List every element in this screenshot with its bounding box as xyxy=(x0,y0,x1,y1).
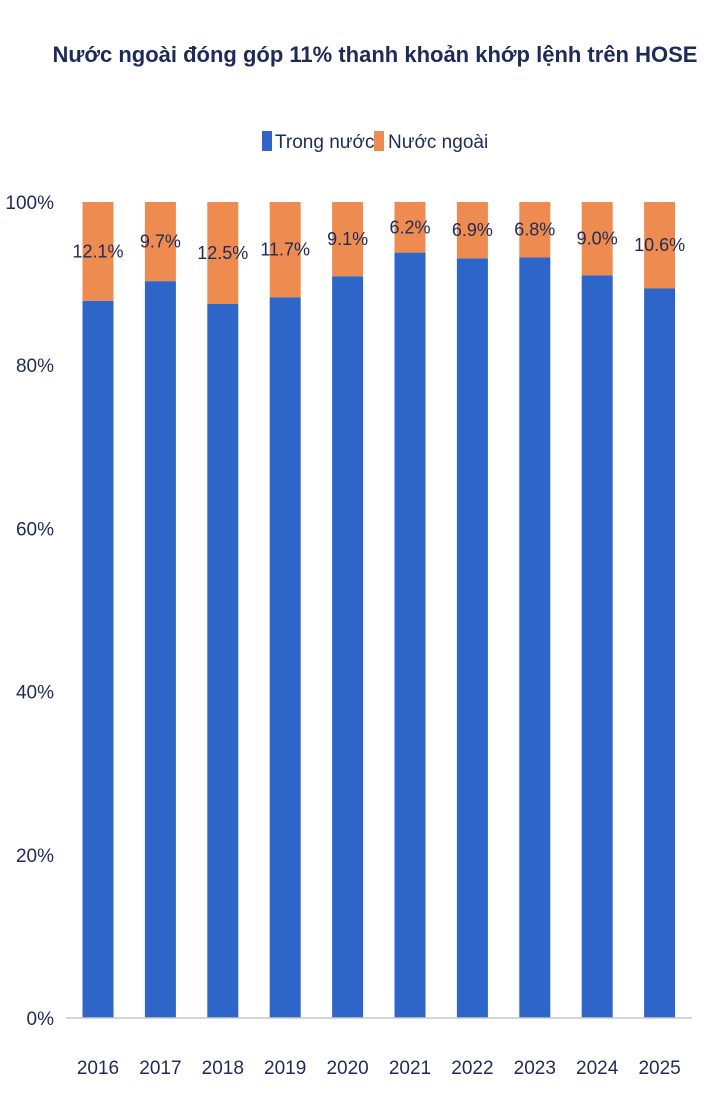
bar-segment-foreign xyxy=(394,202,426,253)
bar-segment-domestic xyxy=(519,257,551,1018)
bars xyxy=(82,202,676,1019)
data-label: 6.2% xyxy=(389,217,430,237)
data-label: 9.1% xyxy=(327,229,368,249)
x-tick-label: 2020 xyxy=(326,1058,368,1079)
data-label: 10.6% xyxy=(634,235,685,255)
y-tick-label: 40% xyxy=(16,683,54,704)
bar-segment-domestic xyxy=(82,300,114,1019)
legend: Trong nước Nước ngoài xyxy=(262,131,488,153)
x-tick-label: 2022 xyxy=(451,1058,493,1079)
data-label: 12.5% xyxy=(197,243,248,263)
x-tick-label: 2024 xyxy=(576,1058,619,1079)
data-label: 11.7% xyxy=(260,240,310,260)
bar-segment-foreign xyxy=(644,202,676,289)
y-axis: 0% 20% 40% 60% 80% 100% xyxy=(5,193,54,1030)
bar-segment-domestic xyxy=(394,252,426,1019)
bar-segment-foreign xyxy=(581,202,613,276)
y-tick-label: 100% xyxy=(5,193,54,214)
data-label: 6.9% xyxy=(452,220,493,240)
bar-segment-domestic xyxy=(644,288,676,1019)
legend-swatch-domestic xyxy=(262,131,272,151)
bar-segment-domestic xyxy=(207,304,239,1018)
legend-swatch-foreign xyxy=(374,131,384,151)
x-tick-label: 2016 xyxy=(77,1058,119,1079)
bar-segment-domestic xyxy=(456,258,488,1019)
bar-segment-domestic xyxy=(581,275,613,1018)
data-labels: 12.1% 9.7% 12.5% 11.7% 9.1% 6.2% 6.9% 6.8% 9.0% 1… xyxy=(72,217,685,263)
x-axis: 2016 2017 2018 2019 2020 2021 2022 2023 2024 2025 xyxy=(77,1058,681,1079)
x-tick-label: 2025 xyxy=(638,1058,680,1079)
bar-segment-foreign xyxy=(82,202,114,301)
bar-segment-foreign xyxy=(207,202,239,304)
chart-title: Nước ngoài đóng góp 11% thanh khoản khớp… xyxy=(53,42,698,67)
bar-segment-domestic xyxy=(144,281,176,1019)
bar-segment-foreign xyxy=(144,202,176,282)
y-tick-label: 80% xyxy=(16,356,54,377)
x-tick-label: 2023 xyxy=(514,1058,556,1079)
bar-segment-foreign xyxy=(456,202,488,259)
y-tick-label: 0% xyxy=(27,1009,55,1030)
data-label: 6.8% xyxy=(514,220,555,240)
y-tick-label: 20% xyxy=(16,846,54,867)
bar-segment-foreign xyxy=(269,202,301,298)
x-tick-label: 2019 xyxy=(264,1058,306,1079)
x-tick-label: 2021 xyxy=(389,1058,431,1079)
x-tick-label: 2018 xyxy=(202,1058,244,1079)
legend-label-domestic: Trong nước xyxy=(275,132,374,153)
x-tick-label: 2017 xyxy=(139,1058,181,1079)
y-tick-label: 60% xyxy=(16,519,54,540)
data-label: 9.7% xyxy=(140,232,181,252)
data-label: 9.0% xyxy=(577,229,618,249)
bar-segment-foreign xyxy=(519,202,551,258)
bar-segment-domestic xyxy=(269,297,301,1018)
data-label: 12.1% xyxy=(72,241,123,261)
legend-label-foreign: Nước ngoài xyxy=(388,132,488,153)
bar-segment-foreign xyxy=(332,202,364,277)
bar-segment-domestic xyxy=(332,276,364,1019)
